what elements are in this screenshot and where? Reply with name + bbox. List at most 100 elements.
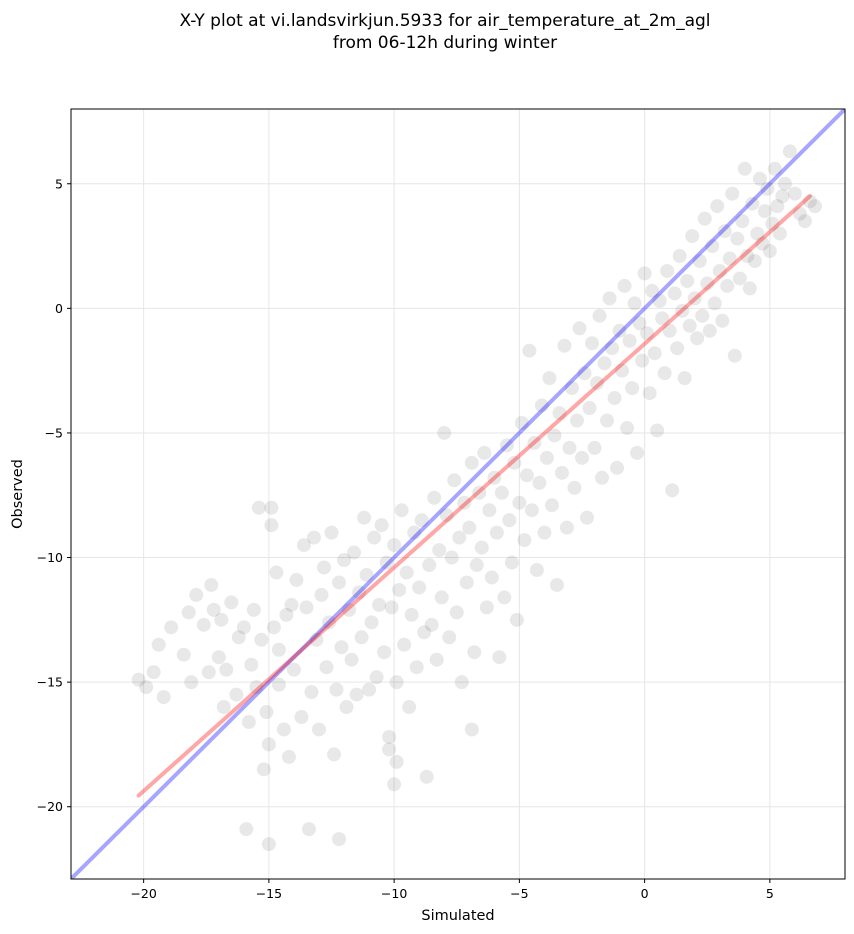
data-point-134 — [519, 468, 534, 483]
data-point-214 — [720, 278, 735, 293]
data-point-110 — [459, 575, 474, 590]
data-point-117 — [477, 445, 492, 460]
data-point-13 — [206, 602, 221, 617]
data-point-81 — [387, 538, 402, 553]
data-point-195 — [672, 249, 687, 264]
data-point-22 — [241, 715, 256, 730]
data-point-56 — [324, 525, 339, 540]
data-point-43 — [286, 662, 301, 677]
data-point-231 — [762, 244, 777, 259]
data-point-60 — [334, 640, 349, 655]
data-point-103 — [442, 630, 457, 645]
data-point-237 — [777, 176, 792, 191]
x-tick-label-4: 0 — [641, 886, 649, 901]
data-point-53 — [316, 560, 331, 575]
data-point-224 — [745, 196, 760, 211]
data-point-100 — [434, 590, 449, 605]
y-tick-label-2: −10 — [37, 550, 63, 565]
data-point-24 — [239, 822, 254, 837]
data-point-54 — [319, 660, 334, 675]
data-point-186 — [650, 423, 665, 438]
data-point-170 — [610, 460, 625, 475]
data-point-47 — [299, 600, 314, 615]
data-point-233 — [767, 161, 782, 176]
data-point-86 — [399, 565, 414, 580]
data-point-227 — [752, 171, 767, 186]
data-point-124 — [494, 485, 509, 500]
data-point-193 — [667, 286, 682, 301]
data-point-144 — [544, 498, 559, 513]
data-point-106 — [449, 605, 464, 620]
data-point-104 — [444, 550, 459, 565]
data-point-87 — [402, 700, 417, 715]
data-point-196 — [675, 303, 690, 318]
data-point-1 — [139, 680, 154, 695]
data-point-213 — [717, 224, 732, 239]
data-point-200 — [685, 229, 700, 244]
data-point-229 — [757, 204, 772, 219]
data-point-90 — [409, 660, 424, 675]
data-point-11 — [201, 665, 216, 680]
data-point-184 — [645, 283, 660, 298]
data-point-114 — [469, 558, 484, 573]
data-point-132 — [514, 415, 529, 430]
data-point-26 — [249, 680, 264, 695]
data-point-166 — [600, 413, 615, 428]
data-point-80 — [384, 600, 399, 615]
data-point-41 — [281, 749, 296, 764]
data-point-140 — [534, 398, 549, 413]
data-point-198 — [680, 273, 695, 288]
data-point-240 — [792, 206, 807, 221]
x-tick-label-5: 5 — [766, 886, 774, 901]
data-point-37 — [264, 500, 279, 515]
data-point-18 — [224, 595, 239, 610]
plot-frame — [70, 108, 846, 880]
data-point-133 — [517, 533, 532, 548]
fit-line — [136, 194, 812, 798]
data-point-4 — [156, 690, 171, 705]
data-point-177 — [627, 296, 642, 311]
data-point-202 — [690, 331, 705, 346]
data-point-97 — [427, 490, 442, 505]
y-tick-label-3: −5 — [45, 425, 63, 440]
x-tick-label-3: −5 — [510, 886, 528, 901]
data-point-194 — [670, 341, 685, 356]
data-point-210 — [710, 199, 725, 214]
data-point-185 — [647, 346, 662, 361]
data-point-108 — [454, 675, 469, 690]
data-point-175 — [622, 333, 637, 348]
data-point-14 — [211, 650, 226, 665]
data-point-2 — [146, 665, 161, 680]
data-point-73 — [367, 530, 382, 545]
data-point-176 — [625, 381, 640, 396]
data-point-225 — [747, 254, 762, 269]
chart-title-line-1: X-Y plot at vi.landsvirkjun.5933 for air… — [179, 11, 710, 31]
data-point-91 — [412, 580, 427, 595]
data-point-112 — [464, 455, 479, 470]
data-point-249 — [464, 722, 479, 737]
data-point-192 — [665, 483, 680, 498]
data-point-217 — [727, 348, 742, 363]
data-point-236 — [775, 189, 790, 204]
data-point-241 — [797, 214, 812, 229]
data-point-75 — [372, 597, 387, 612]
data-point-102 — [439, 508, 454, 523]
data-point-239 — [787, 186, 802, 201]
data-point-246 — [387, 777, 402, 792]
data-point-152 — [564, 381, 579, 396]
data-point-146 — [549, 577, 564, 592]
data-point-45 — [294, 710, 309, 725]
data-point-116 — [474, 540, 489, 555]
data-point-161 — [587, 440, 602, 455]
data-point-163 — [592, 308, 607, 323]
data-point-105 — [447, 473, 462, 488]
data-point-221 — [737, 161, 752, 176]
data-point-12 — [204, 577, 219, 592]
data-point-49 — [306, 530, 321, 545]
data-point-39 — [276, 722, 291, 737]
data-point-137 — [527, 435, 542, 450]
x-axis-ticks: −20 −15 −10 −5 0 5 — [130, 879, 774, 901]
data-point-220 — [735, 214, 750, 229]
data-point-190 — [660, 263, 675, 278]
